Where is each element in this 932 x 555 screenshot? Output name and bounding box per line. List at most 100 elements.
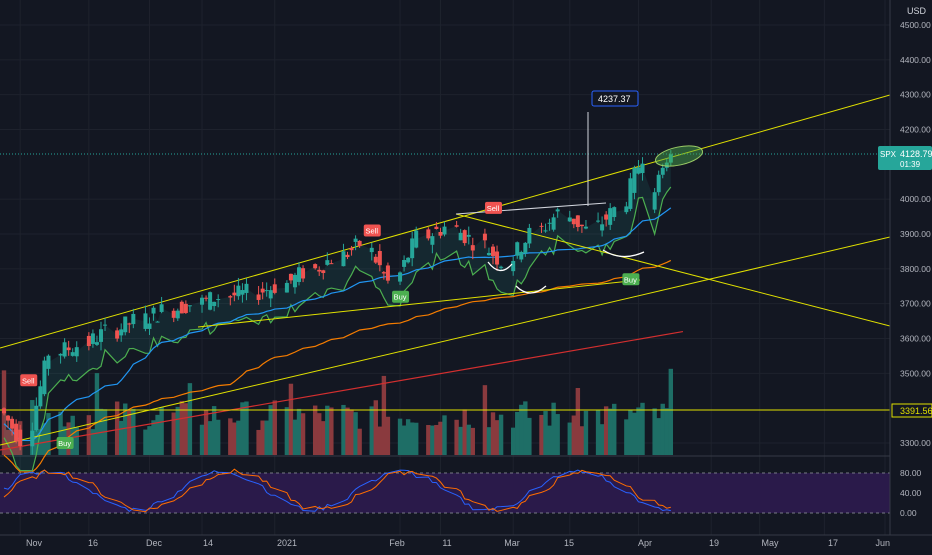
last-price-tag bbox=[878, 146, 932, 170]
volume-bar bbox=[357, 428, 362, 455]
volume-bar bbox=[42, 423, 47, 455]
volume-bar bbox=[203, 409, 209, 455]
candle-body bbox=[6, 415, 11, 421]
price-callout[interactable] bbox=[591, 90, 639, 107]
volume-bar bbox=[90, 429, 96, 455]
candle-body bbox=[511, 260, 516, 272]
volume-bar bbox=[470, 427, 475, 455]
candle-body bbox=[495, 251, 500, 265]
breakout-highlight bbox=[654, 145, 704, 167]
sell-signal-badge[interactable] bbox=[484, 201, 502, 214]
volume-bar bbox=[292, 419, 298, 455]
buy-signal-badge[interactable] bbox=[392, 290, 410, 303]
volume-bar bbox=[244, 401, 249, 455]
volume-bar bbox=[317, 413, 322, 455]
candle-body bbox=[151, 307, 156, 314]
volume-bar bbox=[272, 400, 277, 455]
volume-bar bbox=[624, 419, 629, 455]
sell-signal-label: Sell bbox=[487, 204, 500, 213]
candle-body bbox=[147, 323, 152, 329]
candle-body bbox=[341, 251, 346, 267]
head-arc bbox=[515, 285, 547, 294]
candle-body bbox=[345, 254, 350, 258]
currency-label: USD bbox=[907, 6, 927, 16]
candle-body bbox=[236, 285, 241, 297]
candle-body bbox=[414, 230, 419, 248]
buy-signal-label: Buy bbox=[624, 275, 637, 284]
volume-bar bbox=[660, 403, 665, 455]
volume-bar bbox=[171, 412, 176, 455]
volume-bar bbox=[131, 408, 136, 455]
last-price-value: 4128.79 bbox=[900, 149, 932, 159]
volume-bar bbox=[300, 413, 306, 455]
symbol-label: SPX bbox=[880, 150, 897, 159]
buy-signal-label: Buy bbox=[58, 439, 71, 448]
volume-bar bbox=[547, 425, 552, 455]
candle-body bbox=[660, 167, 665, 175]
candle-body bbox=[664, 162, 669, 168]
volume-bar bbox=[442, 415, 447, 455]
volume-bar bbox=[369, 406, 374, 455]
supertrend-line bbox=[3, 186, 672, 472]
candle-body bbox=[357, 240, 362, 247]
candle-body bbox=[385, 265, 390, 281]
candle-body bbox=[527, 227, 532, 244]
price-axis-pane[interactable] bbox=[890, 0, 932, 550]
volume-bar bbox=[5, 429, 11, 455]
sell-signal-badge[interactable] bbox=[363, 224, 381, 237]
support-level-tag bbox=[891, 403, 932, 418]
candle-body bbox=[208, 292, 213, 310]
volume-bar bbox=[288, 383, 294, 455]
candle-body bbox=[377, 250, 382, 266]
candle-body bbox=[14, 423, 19, 442]
volume-bar bbox=[405, 419, 411, 455]
buy-signal-badge[interactable] bbox=[622, 273, 640, 286]
volume-bar bbox=[353, 412, 358, 455]
candle-body bbox=[353, 238, 358, 242]
volume-bar bbox=[664, 408, 669, 455]
candle-body bbox=[454, 225, 459, 227]
oscillator-tick-label: 0.00 bbox=[900, 508, 917, 518]
moving-average-fast bbox=[3, 207, 672, 442]
buy-signal-badge[interactable] bbox=[56, 437, 74, 449]
volume-bar bbox=[58, 411, 63, 455]
candle-body bbox=[410, 238, 415, 259]
price-tick-label: 3900.00 bbox=[900, 229, 931, 239]
volume-bar bbox=[656, 418, 661, 455]
candle-body bbox=[38, 386, 43, 407]
volume-bar bbox=[211, 406, 217, 455]
volume-bar bbox=[636, 407, 641, 455]
stochastic-k-line bbox=[3, 469, 671, 513]
time-axis-label: 11 bbox=[442, 538, 451, 548]
volume-bar bbox=[612, 403, 617, 455]
time-axis-label: Nov bbox=[26, 538, 43, 548]
candle-body bbox=[98, 329, 103, 342]
volume-bar bbox=[466, 424, 471, 455]
volume-bar bbox=[232, 422, 237, 455]
candle-body bbox=[74, 347, 79, 357]
volume-bar bbox=[458, 426, 463, 455]
candle-body bbox=[204, 297, 209, 299]
candle-body bbox=[131, 313, 136, 325]
volume-bar bbox=[551, 402, 556, 455]
oscillator-tick-label: 80.00 bbox=[900, 468, 922, 478]
candle-body bbox=[438, 231, 443, 236]
candle-body bbox=[115, 330, 120, 339]
price-tick-label: 3700.00 bbox=[900, 299, 931, 309]
candle-body bbox=[10, 418, 15, 429]
sell-signal-badge[interactable] bbox=[20, 374, 38, 387]
candle-body bbox=[42, 360, 47, 395]
candle-body bbox=[434, 226, 439, 230]
candle-body bbox=[624, 206, 629, 213]
volume-bar bbox=[179, 400, 185, 455]
candle-body bbox=[179, 301, 184, 314]
volume-bar bbox=[207, 421, 213, 455]
candle-body bbox=[539, 225, 544, 227]
volume-bar bbox=[118, 420, 124, 455]
volume-bar bbox=[264, 420, 269, 455]
volume-bar bbox=[268, 405, 273, 455]
volume-bar bbox=[482, 385, 488, 455]
candle-body bbox=[127, 323, 132, 325]
